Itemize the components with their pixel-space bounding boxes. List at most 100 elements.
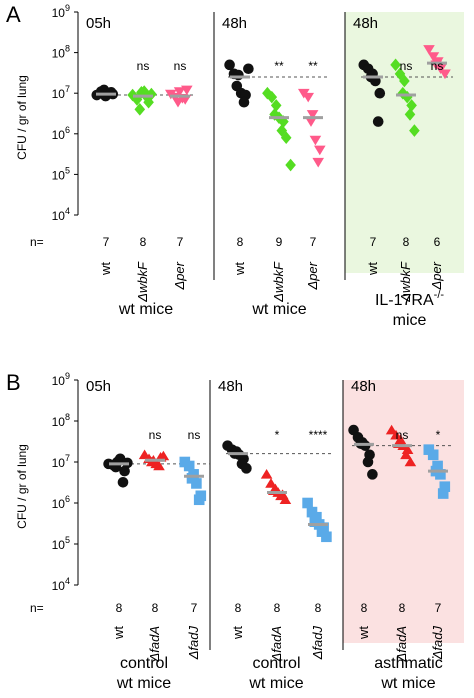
data-point: [305, 117, 317, 127]
n-value: 7: [435, 601, 442, 615]
data-point: [406, 99, 417, 112]
group-2: 48h asthmatic wt mice 8 wt ns 8 ΔfadA * 7 ΔfadJ: [348, 378, 454, 692]
panel-a: A 104 105 106 107 108 109 CFU / gr of lung n= 05h…: [6, 2, 464, 329]
n-value: 7: [177, 235, 184, 249]
strain-0: 8 wt: [103, 453, 133, 640]
data-point: [105, 87, 117, 98]
data-point: [262, 86, 273, 100]
strain-0: 7 wt: [91, 84, 119, 276]
data-point: [260, 469, 273, 479]
data-point: [270, 99, 282, 112]
data-point: [233, 69, 244, 81]
significance-label: ns: [188, 428, 201, 442]
strain-label: ΔfadA: [269, 626, 284, 662]
strain-label: ΔfadJ: [186, 626, 201, 661]
strain-0: 8 wt: [348, 424, 378, 640]
strain-1: ns 8 ΔfadA: [385, 424, 417, 662]
n-value: 7: [103, 235, 110, 249]
data-point: [390, 58, 401, 72]
n-label: n=: [30, 235, 44, 249]
y-tick-label: 109: [52, 3, 70, 20]
data-point: [314, 145, 326, 156]
data-point: [435, 469, 446, 480]
data-point: [279, 494, 292, 505]
strain-2: ns 7 ΔfadJ: [179, 428, 207, 661]
data-point: [321, 531, 332, 543]
data-point: [181, 85, 193, 96]
significance-label: *: [275, 428, 280, 442]
y-tick-label: 106: [52, 494, 70, 511]
mice-label: wt mice: [116, 675, 171, 692]
mice-label: wt mice: [251, 301, 306, 318]
strain-2: ns 6 Δper: [423, 45, 451, 291]
mice-label: wt mice: [118, 301, 173, 318]
data-point: [404, 108, 416, 121]
data-point: [423, 45, 435, 55]
data-point: [157, 450, 170, 461]
data-point: [191, 478, 202, 489]
strain-2: ns 7 Δper: [165, 59, 193, 291]
n-label: n=: [30, 601, 44, 615]
data-point: [183, 460, 195, 472]
strain-label: Δper: [429, 261, 444, 290]
strain-2: * 7 ΔfadJ: [423, 428, 451, 660]
y-tick-label: 108: [52, 412, 70, 429]
y-tick-label: 106: [52, 125, 70, 142]
n-value: 6: [434, 235, 441, 249]
strain-0: 7 wt: [358, 59, 386, 276]
strain-1: ns 8 ΔwbkF: [390, 58, 420, 303]
group-2: 48h IL-17RA-/- mice 7 wt ns 8 ΔwbkF ns 6 Δper: [353, 15, 453, 329]
strain-2: **** 8 ΔfadJ: [302, 428, 332, 660]
y-tick-label: 104: [52, 206, 70, 223]
y-tick-label: 108: [52, 44, 70, 61]
significance-label: ns: [400, 59, 413, 73]
time-label: 48h: [218, 378, 243, 395]
significance-label: *: [436, 428, 441, 442]
n-value: 8: [361, 601, 368, 615]
n-value: 8: [315, 601, 322, 615]
data-point: [312, 157, 324, 168]
y-tick-label: 109: [52, 371, 70, 388]
y-axis-label: CFU / gr of lung: [15, 75, 29, 160]
panel-b: B 104 105 106 107 108 109 CFU / gr of lung n= 05h…: [6, 370, 464, 692]
data-point: [439, 69, 451, 80]
n-value: 8: [274, 601, 281, 615]
panel-letter: B: [6, 370, 21, 395]
data-point: [266, 90, 278, 104]
data-point: [399, 74, 410, 88]
mice-label: control: [252, 655, 300, 672]
n-value: 8: [152, 601, 159, 615]
y-tick-label: 105: [52, 535, 70, 552]
data-point: [401, 444, 414, 454]
data-point: [372, 116, 384, 127]
mice-label: wt mice: [380, 675, 435, 692]
y-tick-label: 105: [52, 165, 70, 182]
data-point: [427, 52, 440, 62]
data-point: [179, 95, 191, 105]
strain-label: wt: [356, 626, 371, 640]
group-1: 48h wt mice 8 wt ** 9 ΔwbkF ** 7 Δper: [222, 15, 329, 318]
data-point: [285, 158, 296, 172]
time-label: 48h: [351, 378, 376, 395]
n-value: 8: [403, 235, 410, 249]
data-point: [302, 497, 313, 509]
significance-label: ns: [431, 59, 444, 73]
data-point: [374, 87, 386, 99]
mice-label: IL-17RA-/-: [375, 289, 444, 309]
strain-label: wt: [232, 262, 247, 276]
data-point: [238, 96, 250, 108]
n-value: 7: [370, 235, 377, 249]
data-point: [241, 463, 252, 474]
strain-1: * 8 ΔfadA: [260, 428, 292, 662]
strain-1: ** 9 ΔwbkF: [262, 59, 296, 303]
significance-label: ns: [174, 59, 187, 73]
n-value: 8: [237, 235, 244, 249]
data-point: [409, 124, 420, 137]
data-point: [117, 476, 129, 488]
data-point: [265, 478, 277, 488]
time-label: 48h: [222, 15, 247, 32]
data-point: [224, 59, 235, 71]
significance-label: ns: [149, 428, 162, 442]
mice-label: wt mice: [248, 675, 303, 692]
